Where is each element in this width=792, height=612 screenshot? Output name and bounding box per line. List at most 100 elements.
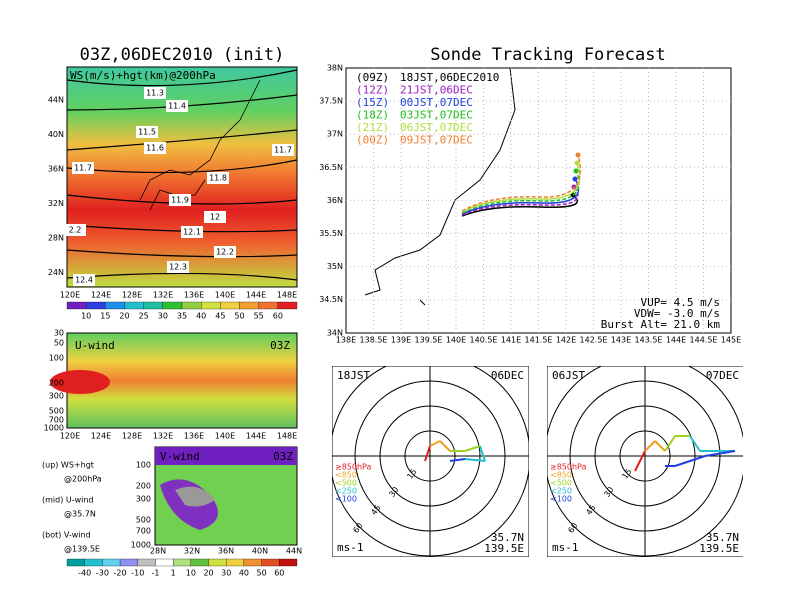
colorbar-swatch [243,558,262,567]
x-tick-label: 148E [277,432,297,441]
legend-name: (09Z) [356,71,389,84]
legend-name: (12Z) [356,84,389,97]
colorbar-swatch [66,301,87,310]
trajectory [644,440,656,452]
colorbar-swatch [66,558,85,567]
colorbar-label: 60 [274,569,284,578]
coastline [364,67,516,306]
label-bg [136,126,158,138]
track [461,162,581,213]
level-label: <100 [550,495,572,504]
label-bg [64,224,86,236]
y-tick-label: 1000 [44,424,64,433]
colorbar-label: 30 [158,312,168,321]
legend-text: 18JST,06DEC2010 [400,71,499,84]
label-bg [207,172,229,184]
colorbar-swatch [226,558,245,567]
note: @35.7N [64,510,96,519]
label-bg [144,142,166,154]
track [461,186,579,216]
level-label: <500 [550,479,572,488]
polar-plot [332,366,529,557]
x-tick-label: 136E [184,432,204,441]
y-tick-label: 34.5N [319,295,343,304]
colorbar-swatch [143,301,163,310]
x-tick-label: 128E [122,291,142,300]
colorbar-swatch [137,558,156,567]
level-label: <500 [335,479,357,488]
y-tick-label: 37N [327,130,343,139]
x-tick-label: 142E [556,336,576,345]
burst-point [572,176,578,182]
burst-point [575,152,581,158]
colorbar-label: 40 [239,569,249,578]
colorbar-swatch [173,558,191,567]
label-bg [73,274,95,286]
label-bg [144,87,166,99]
colorbar-swatch [86,301,106,310]
contour-label: 11.7 [74,164,92,173]
x-tick-label: 40N [252,547,268,556]
colorbar-swatch [119,558,138,567]
contour-label: 12.4 [75,276,93,285]
colorbar-label: 60 [273,312,283,321]
trajectory [479,445,486,462]
y-tick-label: 36N [327,196,343,205]
legend-text: 03JST,07DEC [400,109,473,122]
y-tick-label: 38N [327,64,343,73]
note: (bot) V-wind [42,531,91,540]
colorbar-label: 10 [81,312,91,321]
colorbar-swatch [155,558,174,567]
y-tick-label: 36N [48,165,64,174]
colorbar-label: -40 [78,569,91,578]
level-label: <250 [550,487,572,496]
note: (up) WS+hgt [42,461,94,470]
legend-name: (18Z) [356,109,389,122]
colorbar-label: 50 [234,312,244,321]
colorbar-label: 15 [100,312,110,321]
y-tick-label: 700 [49,416,64,425]
x-tick-label: 144E [246,291,266,300]
info: VUP= 4.5 m/s [641,296,720,309]
colorbar-swatch [102,558,121,567]
lon: 139.5E [484,542,524,555]
colorbar-swatch [239,301,259,310]
lat: 35.7N [706,531,739,544]
title: 03Z,06DEC2010 (init) [80,45,285,65]
x-tick-label: 140E [446,336,466,345]
x-tick-label: 138.5E [360,336,388,345]
legend-text: 21JST,06DEC [400,84,473,97]
x-tick-label: 28N [150,547,166,556]
y-tick-label: 200 [136,482,151,491]
x-tick-label: 139E [391,336,411,345]
label-bg [72,162,94,174]
contour-label: 11.6 [146,144,164,153]
lat: 35.7N [491,531,524,544]
contour-label: 11.8 [209,174,227,183]
colorbar-label: 55 [254,312,264,321]
colorbar-label: 50 [257,569,267,578]
y-tick-label: 34N [327,328,343,337]
trajectory [464,445,481,452]
panel-time: 03Z [270,339,290,352]
x-tick-label: 144E [666,336,686,345]
panel-time: 03Z [273,450,293,463]
info: VDW= -3.0 m/s [634,307,720,320]
contour-label: 12.2 [216,248,234,257]
colorbar-swatch [258,301,278,310]
polar-time: 18JST [337,369,370,382]
x-tick-label: 140E [215,432,235,441]
v-wind-zero [175,486,215,507]
label-bg [272,144,294,156]
panel-label: WS(m/s)+hgt(km)@200hPa [70,69,216,82]
level-label: <850 [335,471,357,480]
x-tick-label: 145E [721,336,741,345]
note: @200hPa [64,475,102,484]
x-tick-label: 120E [60,291,80,300]
trajectory [664,435,676,452]
x-tick-label: 144.5E [690,336,718,345]
colorbar-swatch [124,301,144,310]
note: (mid) U-wind [42,496,94,505]
colorbar-swatch [261,558,280,567]
colorbar-label: 1 [171,569,176,578]
